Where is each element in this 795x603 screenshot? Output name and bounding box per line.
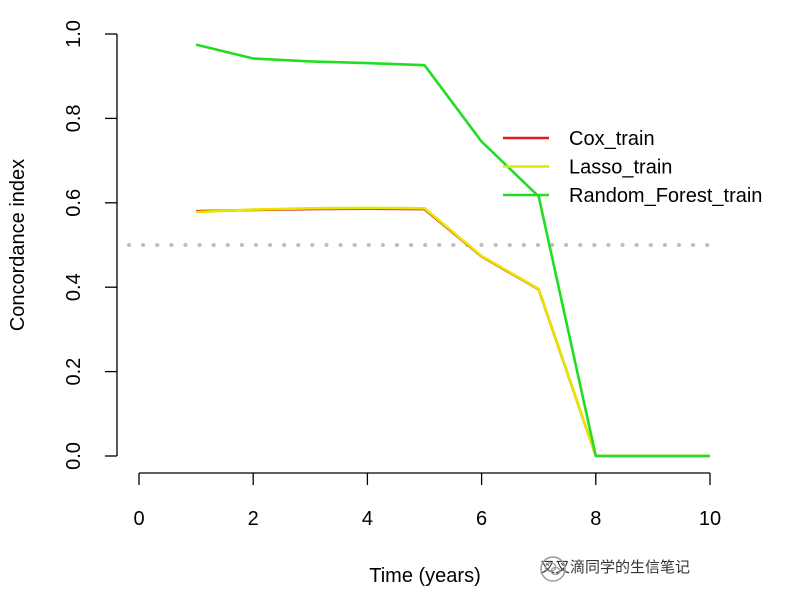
legend-item-lasso-train: Lasso_train [503, 157, 672, 179]
legend-item-random-forest-train: Random_Forest_train [503, 185, 762, 207]
series-layer [195, 43, 710, 458]
axes-layer: 0 2 4 6 8 10 0.0 0.2 0.4 0.6 0.8 1.0 [63, 20, 721, 530]
series-line-random-forest-train [195, 43, 710, 458]
watermark-text: 叉叉滴同学的生信笔记 [540, 558, 691, 576]
x-tick-label: 0 [133, 508, 144, 530]
x-tick-label: 10 [699, 508, 721, 530]
legend: Cox_train Lasso_train Random_Forest_train [503, 128, 762, 207]
y-tick-label: 0.8 [63, 104, 85, 132]
x-tick-label: 4 [362, 508, 373, 530]
y-tick-label: 0.2 [63, 358, 85, 386]
x-axis-title: Time (years) [369, 565, 480, 587]
legend-label: Random_Forest_train [569, 185, 762, 207]
y-tick-label: 0.6 [63, 189, 85, 217]
y-axis-title: Concordance index [7, 159, 29, 331]
legend-item-cox-train: Cox_train [503, 128, 655, 150]
legend-label: Cox_train [569, 128, 655, 150]
x-tick-label: 2 [248, 508, 259, 530]
x-tick-label: 6 [476, 508, 487, 530]
y-tick-label: 0.0 [63, 442, 85, 470]
y-tick-label: 1.0 [63, 20, 85, 48]
wechat-icon [540, 556, 566, 582]
y-tick-label: 0.4 [63, 273, 85, 301]
legend-label: Lasso_train [569, 157, 672, 179]
x-tick-label: 8 [590, 508, 601, 530]
watermark: 叉叉滴同学的生信笔记 [540, 556, 691, 582]
